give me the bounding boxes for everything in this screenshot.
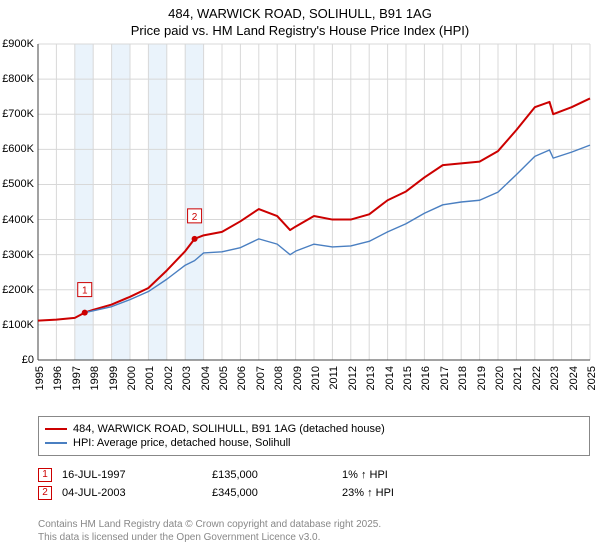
x-tick-label: 2017 <box>439 366 451 390</box>
x-tick-label: 2020 <box>494 366 506 390</box>
legend-label: HPI: Average price, detached house, Soli… <box>73 437 291 449</box>
y-tick-label: £300K <box>2 249 34 261</box>
sales-table: 1 16-JUL-1997£135,0001% ↑ HPI 2 04-JUL-2003… <box>38 464 590 504</box>
sale-marker-dot <box>192 236 198 242</box>
x-tick-label: 2021 <box>512 366 524 390</box>
sale-row-marker: 1 <box>38 468 52 482</box>
x-tick-label: 2008 <box>273 366 285 390</box>
title-address: 484, WARWICK ROAD, SOLIHULL, B91 1AG <box>0 6 600 21</box>
x-tick-label: 2025 <box>586 366 598 390</box>
x-axis: 1995199619971998199920002001200220032004… <box>38 360 590 404</box>
x-tick-label: 2006 <box>236 366 248 390</box>
y-tick-label: £500K <box>2 178 34 190</box>
sale-row-price: £345,000 <box>212 487 342 499</box>
x-tick-label: 2000 <box>126 366 138 390</box>
x-tick-label: 2004 <box>200 366 212 390</box>
y-tick-label: £800K <box>2 73 34 85</box>
x-tick-label: 2022 <box>531 366 543 390</box>
x-tick-label: 2002 <box>163 366 175 390</box>
legend-swatch <box>45 428 67 430</box>
x-tick-label: 2005 <box>218 366 230 390</box>
x-tick-label: 2019 <box>476 366 488 390</box>
x-tick-label: 1999 <box>108 366 120 390</box>
grid-band <box>148 44 166 360</box>
grid-band <box>112 44 130 360</box>
x-tick-label: 2007 <box>255 366 267 390</box>
x-tick-label: 2001 <box>144 366 156 390</box>
footer-attribution: Contains HM Land Registry data © Crown c… <box>38 518 590 544</box>
y-tick-label: £700K <box>2 108 34 120</box>
x-tick-label: 2003 <box>181 366 193 390</box>
y-tick-label: £100K <box>2 319 34 331</box>
x-tick-label: 2011 <box>328 366 340 390</box>
sale-row-delta: 23% ↑ HPI <box>342 487 590 499</box>
chart-area: £0 £100K £200K £300K £400K £500K £600K £700K £80… <box>0 44 600 404</box>
legend-label: 484, WARWICK ROAD, SOLIHULL, B91 1AG (de… <box>73 423 385 435</box>
sale-row: 1 16-JUL-1997£135,0001% ↑ HPI <box>38 468 590 482</box>
x-tick-label: 2013 <box>365 366 377 390</box>
x-tick-label: 2014 <box>384 366 396 390</box>
x-tick-label: 2009 <box>292 366 304 390</box>
x-tick-label: 1997 <box>71 366 83 390</box>
legend-row: HPI: Average price, detached house, Soli… <box>45 437 583 449</box>
legend-row: 484, WARWICK ROAD, SOLIHULL, B91 1AG (de… <box>45 423 583 435</box>
sale-marker-number: 1 <box>82 286 88 297</box>
x-tick-label: 1995 <box>34 366 46 390</box>
x-tick-label: 1996 <box>52 366 64 390</box>
y-axis: £0£100K£200K£300K£400K£500K£600K£700K£80… <box>0 44 38 360</box>
sale-row-marker: 2 <box>38 486 52 500</box>
sale-marker-number: 2 <box>192 212 198 223</box>
sale-row-date: 04-JUL-2003 <box>62 487 212 499</box>
y-tick-label: £400K <box>2 214 34 226</box>
footer-line1: Contains HM Land Registry data © Crown c… <box>38 518 590 531</box>
chart-svg: 12 <box>38 44 590 360</box>
x-tick-label: 2015 <box>402 366 414 390</box>
x-tick-label: 1998 <box>89 366 101 390</box>
y-tick-label: £900K <box>2 38 34 50</box>
sale-marker-dot <box>82 310 88 316</box>
title-block: 484, WARWICK ROAD, SOLIHULL, B91 1AG Pri… <box>0 0 600 38</box>
sale-row-price: £135,000 <box>212 469 342 481</box>
y-tick-label: £200K <box>2 284 34 296</box>
x-tick-label: 2010 <box>310 366 322 390</box>
x-tick-label: 2024 <box>568 366 580 390</box>
x-tick-label: 2023 <box>549 366 561 390</box>
y-tick-label: £0 <box>22 354 34 366</box>
x-tick-label: 2012 <box>347 366 359 390</box>
x-tick-label: 2016 <box>420 366 432 390</box>
y-tick-label: £600K <box>2 143 34 155</box>
sale-row: 2 04-JUL-2003£345,00023% ↑ HPI <box>38 486 590 500</box>
sale-row-date: 16-JUL-1997 <box>62 469 212 481</box>
title-subtitle: Price paid vs. HM Land Registry's House … <box>0 23 600 38</box>
chart-container: 484, WARWICK ROAD, SOLIHULL, B91 1AG Pri… <box>0 0 600 560</box>
x-tick-label: 2018 <box>457 366 469 390</box>
legend-swatch <box>45 442 67 444</box>
footer-line2: This data is licensed under the Open Gov… <box>38 531 590 544</box>
sale-row-delta: 1% ↑ HPI <box>342 469 590 481</box>
legend-box: 484, WARWICK ROAD, SOLIHULL, B91 1AG (de… <box>38 416 590 456</box>
grid-band <box>185 44 203 360</box>
plot-area: 12 <box>38 44 590 360</box>
